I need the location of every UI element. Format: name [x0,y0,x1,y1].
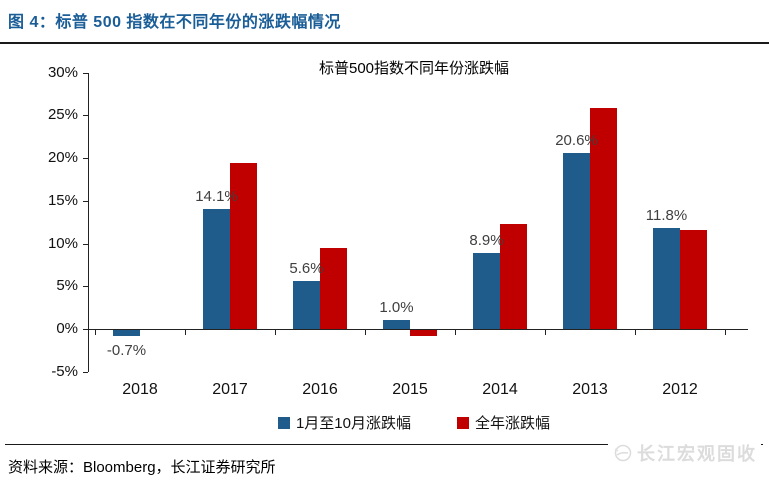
y-tick [83,243,88,245]
data-label: 14.1% [195,187,238,205]
x-category-label: 2017 [212,381,248,398]
bar-2013-jan-oct [563,153,590,329]
data-label: 20.6% [555,132,598,149]
x-category-label: 2016 [302,381,338,398]
bar-2016-full-year [320,247,347,329]
y-axis [88,72,89,372]
bar-2016-jan-oct [293,281,320,329]
figure-title: 图 4：标普 500 指数在不同年份的涨跌幅情况 [8,14,341,31]
x-tick [455,329,456,335]
x-tick [95,329,96,335]
header-divider [0,42,769,44]
x-tick [635,329,636,335]
bar-2017-jan-oct [203,208,230,329]
source-note: 资料来源：Bloomberg，长江证券研究所 [8,459,276,476]
y-tick-label: 20% [47,149,78,167]
bar-2012-jan-oct [653,228,680,329]
y-tick-label: 25% [47,106,78,124]
yangtze-logo-icon [612,443,632,463]
x-axis [88,329,748,330]
data-label: -0.7% [106,341,147,359]
y-tick-label: 0% [56,320,78,337]
y-tick [83,200,88,202]
x-category-label: 2015 [392,381,428,398]
chart-title: 标普500指数不同年份涨跌幅 [318,60,510,77]
data-label: 11.8% [645,207,688,225]
bar-2012-full-year [680,229,707,329]
bar-2017-full-year [230,163,257,329]
data-label: 1.0% [379,299,414,317]
bar-2014-jan-oct [473,252,500,329]
bar-2015-jan-oct [383,320,410,329]
y-tick [83,115,88,117]
y-tick-label: 30% [47,63,78,81]
legend-label: 1月至10月涨跌幅 [295,415,411,432]
x-tick [365,329,366,335]
x-category-label: 2013 [572,381,608,398]
y-tick-label: -5% [51,362,78,380]
x-tick [185,329,186,335]
y-tick [83,72,88,74]
y-tick [83,158,88,160]
y-tick-label: 10% [47,234,78,252]
x-tick [275,329,276,335]
y-tick [83,286,88,288]
y-tick-label: 15% [47,191,78,209]
y-tick [83,371,88,373]
data-label: 5.6% [289,260,324,278]
x-category-label: 2018 [122,381,158,398]
watermark-text: 长江宏观固收 [637,444,757,464]
watermark: 长江宏观固收 [608,438,761,468]
legend-item-jan-oct: 1月至10月涨跌幅 [277,412,411,433]
bar-2018-jan-oct [113,330,140,336]
legend-item-full-year: 全年涨跌幅 [457,412,550,433]
chart-legend: 1月至10月涨跌幅 全年涨跌幅 [88,412,740,433]
x-tick [545,329,546,335]
bar-2015-full-year [410,330,437,336]
y-tick-label: 5% [56,277,78,295]
x-tick [725,329,726,335]
legend-swatch-red [457,416,469,429]
bar-2014-full-year [500,223,527,329]
data-label: 8.9% [469,231,504,249]
legend-swatch-blue [277,416,290,429]
y-tick [83,329,88,330]
x-category-label: 2014 [482,381,518,398]
bar-2013-full-year [590,107,617,329]
x-category-label: 2012 [662,381,698,398]
footer-divider [5,444,763,445]
legend-label: 全年涨跌幅 [475,415,551,432]
